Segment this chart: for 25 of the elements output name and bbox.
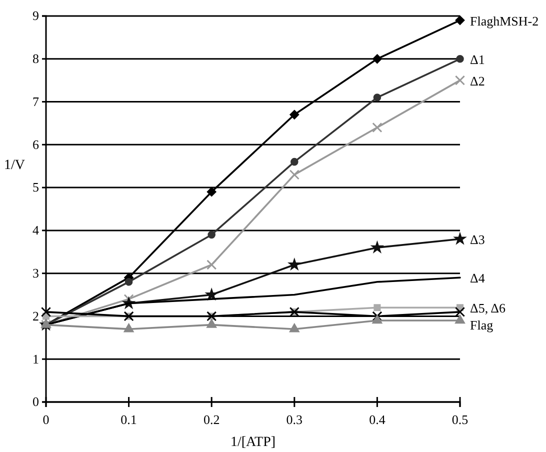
y-tick-label: 7 [32, 94, 40, 109]
series-label: Δ2 [470, 73, 485, 88]
series-label: Δ5, Δ6 [470, 300, 506, 316]
y-tick-label: 8 [32, 51, 39, 66]
y-tick-label: 9 [32, 8, 39, 24]
y-axis-title: 1/V [4, 158, 25, 173]
series-label: Δ1 [470, 52, 485, 67]
x-tick-label: 0 [42, 412, 50, 428]
x-tick-label: 0.3 [286, 412, 303, 428]
series-label: Flag [470, 318, 494, 333]
x-tick-label: 0.1 [120, 412, 137, 428]
y-tick-label: 0 [32, 394, 39, 410]
y-tick-label: 2 [32, 308, 39, 324]
series-label: FlaghMSH-2 [470, 13, 539, 28]
y-tick-label: 6 [32, 136, 40, 152]
y-tick-label: 4 [32, 222, 40, 238]
series-label: Δ3 [470, 232, 485, 248]
x-axis-title: 1/[ATP] [230, 435, 276, 450]
series-label: Δ4 [470, 270, 486, 286]
x-tick-label: 0.2 [203, 412, 220, 428]
x-tick-label: 0.5 [452, 412, 468, 428]
y-tick-label: 5 [32, 180, 39, 195]
x-tick-label: 0.4 [369, 412, 386, 428]
y-tick-label: 3 [32, 265, 39, 280]
y-tick-label: 1 [32, 351, 39, 366]
